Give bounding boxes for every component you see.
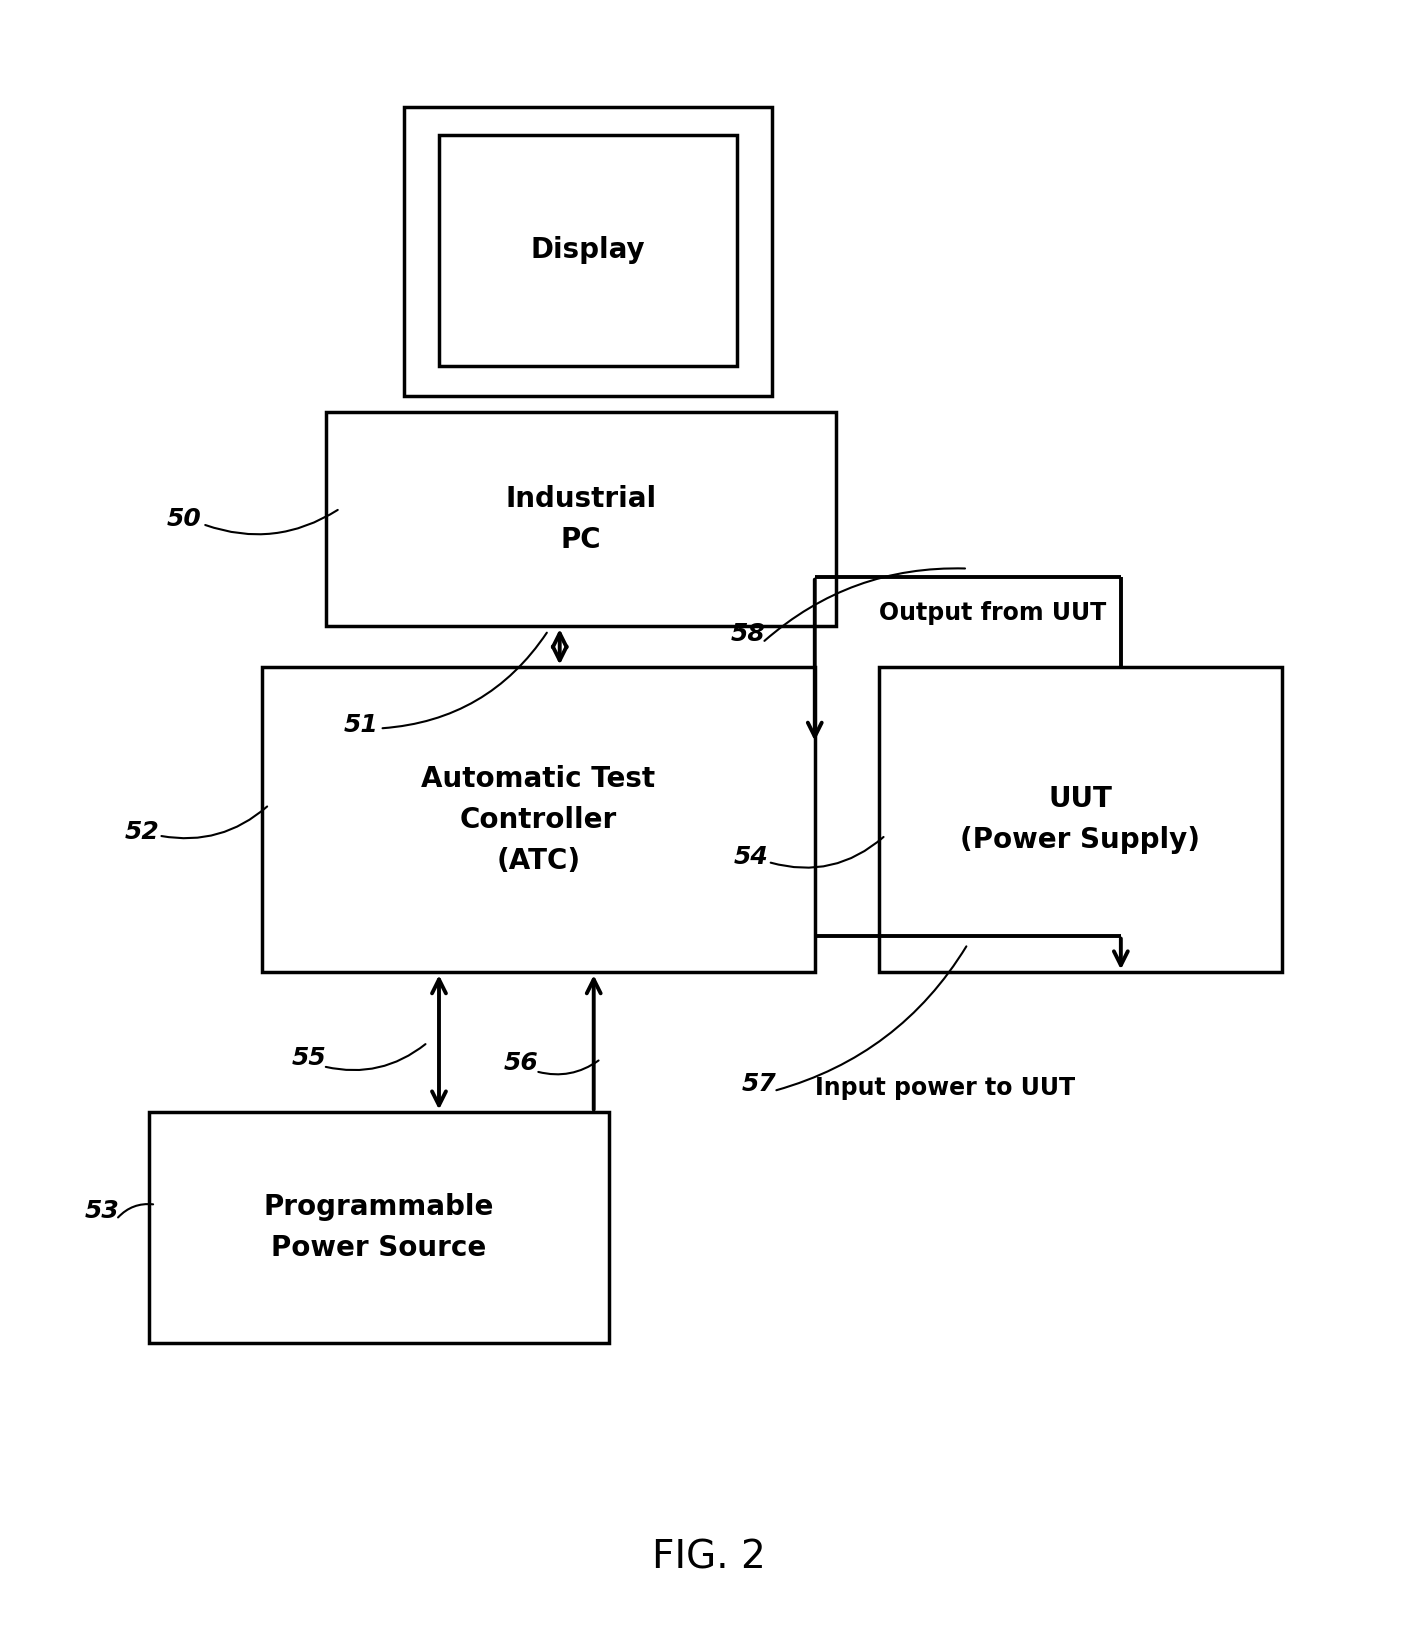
Text: 54: 54 [734,845,768,868]
Bar [439,135,737,366]
Text: 53: 53 [85,1200,119,1223]
Text: 57: 57 [743,1073,777,1096]
Text: Input power to UUT: Input power to UUT [815,1076,1076,1099]
Bar [326,412,836,626]
Text: Industrial
PC: Industrial PC [506,485,656,554]
Text: 55: 55 [292,1046,326,1070]
Text: FIG. 2: FIG. 2 [652,1538,765,1577]
Text: UUT
(Power Supply): UUT (Power Supply) [961,786,1200,854]
Bar [262,667,815,972]
Text: Display: Display [531,237,645,264]
Text: Programmable
Power Source: Programmable Power Source [264,1193,495,1262]
Text: Output from UUT: Output from UUT [879,602,1105,625]
Text: Automatic Test
Controller
(ATC): Automatic Test Controller (ATC) [421,765,656,875]
Bar [879,667,1282,972]
Text: 50: 50 [167,508,201,531]
Text: 58: 58 [731,623,765,646]
Text: 51: 51 [344,714,378,737]
Bar [149,1112,609,1343]
Bar [404,107,772,396]
Text: 52: 52 [125,821,159,844]
Text: 56: 56 [504,1051,538,1074]
